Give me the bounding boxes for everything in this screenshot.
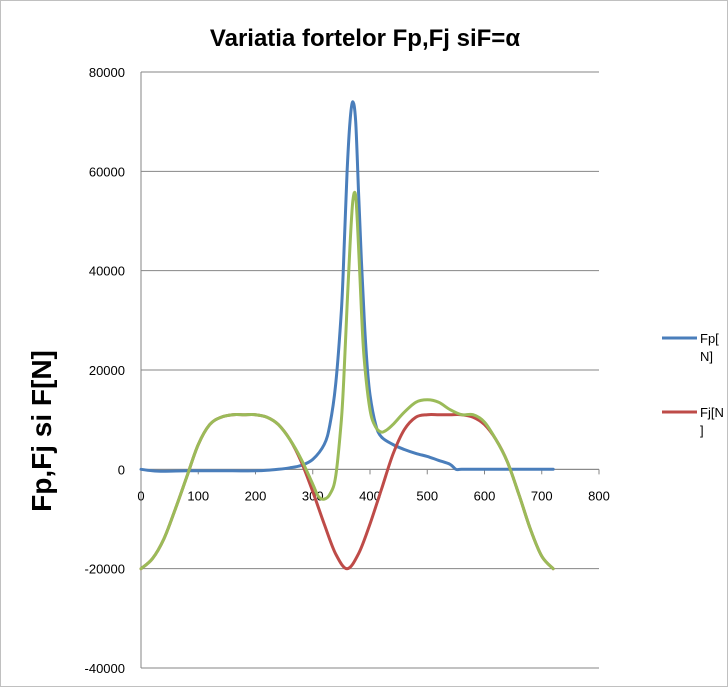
y-tick-label: -20000	[85, 562, 125, 577]
x-tick-label: 400	[359, 488, 381, 503]
legend-label: ]	[700, 423, 704, 438]
series-lines	[139, 100, 555, 571]
series-line-f	[139, 190, 555, 571]
legend: Fp[ N] Fj[N]	[662, 331, 724, 438]
y-tick-label: 60000	[89, 164, 125, 179]
y-axis-title: Fp,Fj si F[N]	[26, 350, 57, 512]
y-tick-labels: -40000 -20000 0 20000 40000 60000 80000	[85, 65, 125, 676]
legend-label: Fp[	[700, 331, 719, 346]
x-tick-label: 500	[416, 488, 438, 503]
x-tick-label: 100	[187, 488, 209, 503]
x-tick-label: 700	[531, 488, 553, 503]
y-tick-label: -40000	[85, 661, 125, 676]
x-tick-label: 200	[245, 488, 267, 503]
legend-label: Fj[N	[700, 405, 724, 420]
x-tick-label: 600	[474, 488, 496, 503]
y-tick-label: 40000	[89, 264, 125, 279]
legend-label: N]	[700, 349, 713, 364]
chart-title: Variatia fortelor Fp,Fj siF=α	[210, 25, 520, 52]
y-tick-label: 80000	[89, 65, 125, 80]
gridlines	[141, 71, 599, 669]
x-tick-label: 800	[588, 488, 610, 503]
x-tick-label: 0	[137, 488, 144, 503]
x-tick-labels: 0 100 200 300 400 500 600 700 800	[137, 469, 610, 503]
y-tick-label: 0	[118, 462, 125, 477]
series-line-fp	[139, 100, 555, 473]
y-tick-label: 20000	[89, 363, 125, 378]
